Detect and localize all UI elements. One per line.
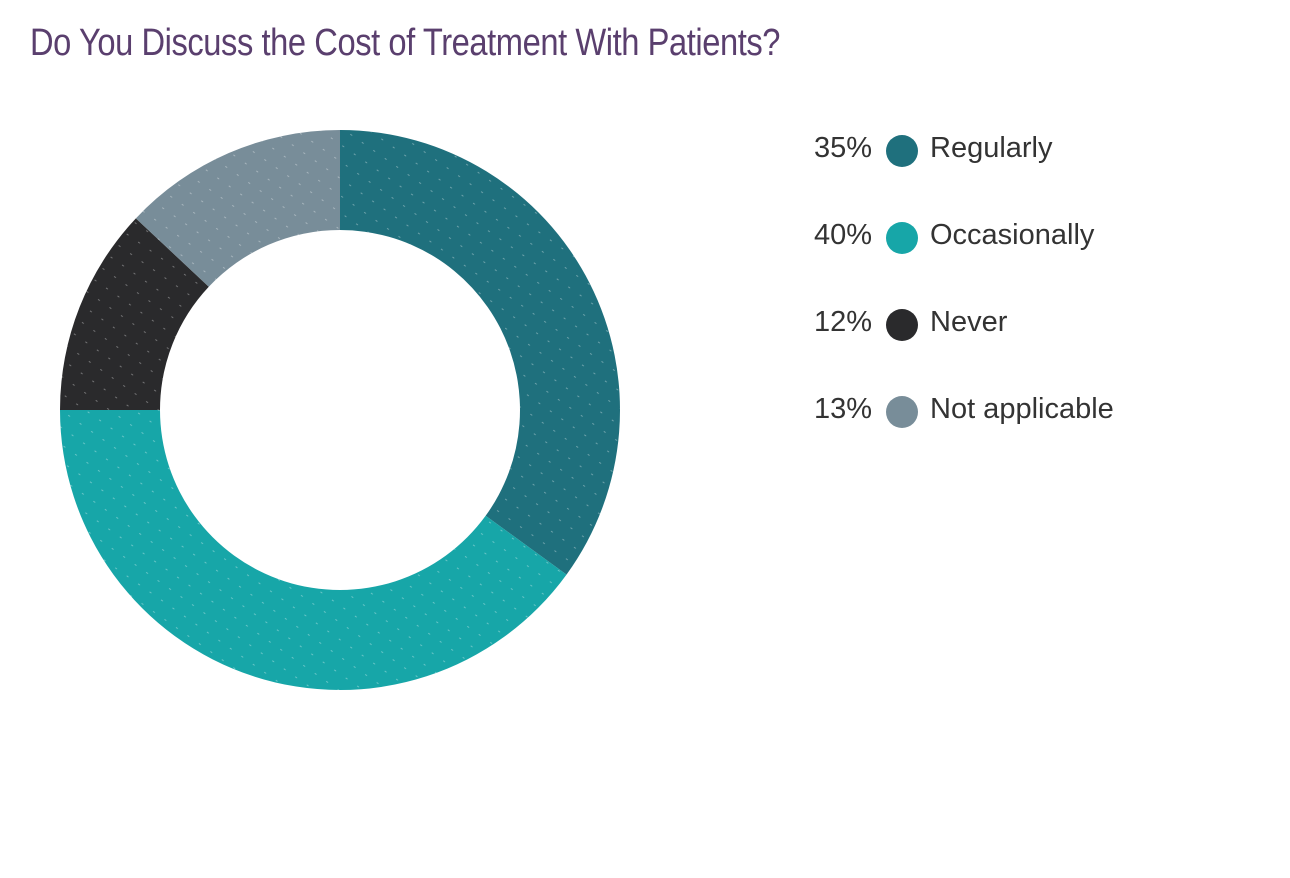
legend-swatch-icon: [886, 222, 918, 254]
donut-slice-texture: [59, 410, 567, 690]
chart-title: Do You Discuss the Cost of Treatment Wit…: [30, 22, 781, 64]
donut-chart: [59, 130, 621, 690]
legend-value: 13%: [813, 393, 872, 425]
donut-slice-never: [60, 218, 209, 410]
legend-label: Regularly: [930, 132, 1053, 164]
legend-label: Occasionally: [930, 219, 1095, 251]
donut-slice-not-applicable: [135, 130, 340, 287]
donut-slice-texture: [60, 218, 209, 410]
legend-value: 35%: [813, 132, 872, 164]
legend-value: 12%: [813, 306, 872, 338]
donut-slice-texture: [135, 130, 340, 287]
legend-label: Never: [930, 306, 1008, 338]
donut-slice-regularly: [340, 130, 621, 575]
legend-value: 40%: [813, 219, 872, 251]
donut-slice-occasionally: [59, 410, 567, 690]
legend-swatch-icon: [886, 396, 918, 428]
legend-label: Not applicable: [930, 393, 1114, 425]
legend-swatch-icon: [886, 309, 918, 341]
legend-swatch-icon: [886, 135, 918, 167]
donut-slice-texture: [340, 130, 621, 575]
